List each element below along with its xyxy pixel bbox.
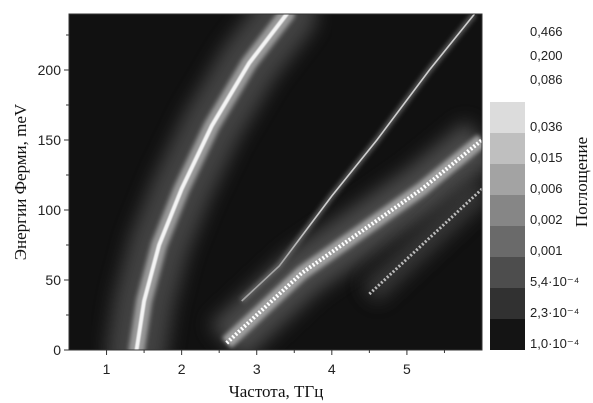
colorbar-level-label: 0,200 (530, 48, 563, 63)
resonance-curve-0 (134, 14, 289, 350)
colorbar-band (490, 133, 525, 164)
colorbar-level-label: 0,036 (530, 119, 563, 134)
colorbar-level-label: 5,4·10⁻⁴ (530, 274, 579, 289)
colorbar-level-label: 2,3·10⁻⁴ (530, 305, 579, 320)
x-tick-label: 2 (178, 361, 186, 377)
x-axis-title: Частота, ТГц (229, 382, 324, 401)
x-tick-label: 1 (103, 361, 111, 377)
colorbar-level-label: 0,086 (530, 72, 563, 87)
y-tick-label: 50 (45, 272, 61, 288)
colorbar-band (490, 226, 525, 257)
colorbar-title: Поглощение (572, 137, 591, 227)
colorbar-band (490, 319, 525, 350)
colorbar-level-label: 0,001 (530, 243, 563, 258)
x-tick-label: 5 (403, 361, 411, 377)
x-tick-label: 4 (328, 361, 336, 377)
x-tick-label: 3 (253, 361, 261, 377)
y-axis-title: Энергии Ферми, meV (11, 103, 30, 260)
colorbar-band (490, 288, 525, 319)
y-tick-label: 100 (38, 202, 62, 218)
plot-frame (68, 13, 483, 351)
resonance-curve-3 (368, 187, 482, 296)
colorbar-band (490, 102, 525, 133)
colorbar-level-label: 0,002 (530, 212, 563, 227)
colorbar-level-label: 0,466 (530, 24, 563, 39)
colorbar-band (490, 257, 525, 288)
colorbar-level-label: 0,006 (530, 181, 563, 196)
resonance-glow-2 (221, 134, 482, 349)
y-tick-label: 0 (53, 342, 61, 358)
y-tick-label: 200 (38, 62, 62, 78)
colorbar-level-label: 0,015 (530, 150, 563, 165)
y-tick-label: 150 (38, 132, 62, 148)
colorbar-level-label: 1,0·10⁻⁴ (530, 336, 579, 351)
colorbar-band (490, 164, 525, 195)
colorbar-band (490, 195, 525, 226)
